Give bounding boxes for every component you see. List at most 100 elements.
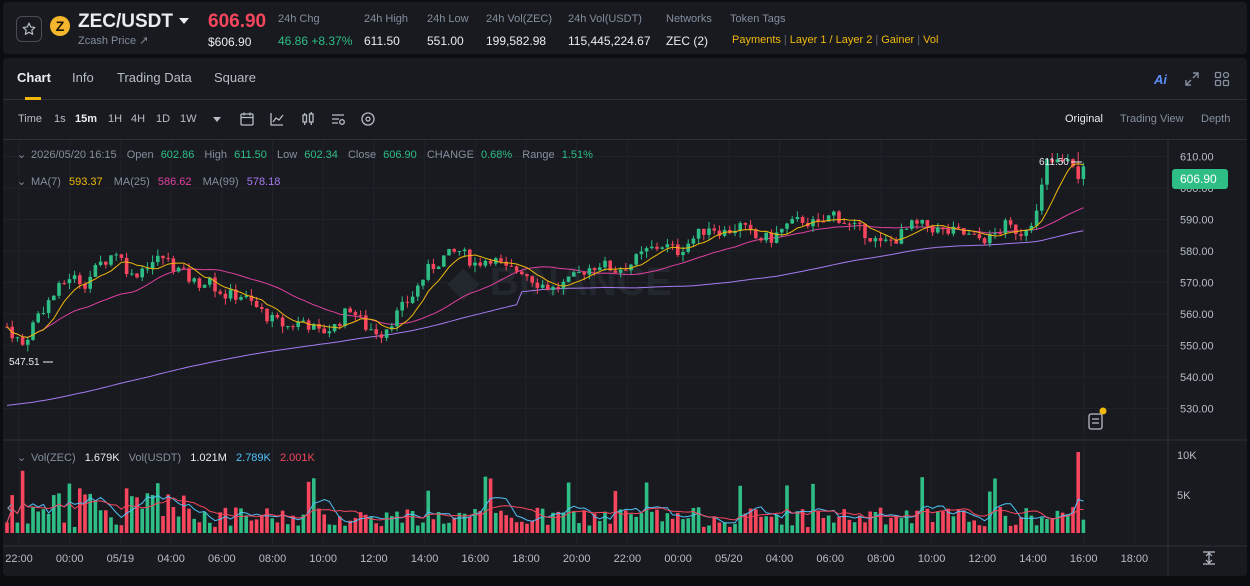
candle-body	[218, 291, 222, 294]
token-tag[interactable]: Vol	[923, 34, 939, 46]
time-axis-tick: 05/19	[107, 553, 135, 565]
candle-body	[140, 268, 144, 278]
volume-bar	[166, 494, 170, 533]
volume-bar	[982, 526, 987, 533]
volume-bar	[1040, 517, 1044, 533]
scroll-left-icon[interactable]	[7, 503, 13, 513]
candle-body	[306, 320, 311, 330]
token-tags-label: Token Tags	[730, 13, 786, 25]
more-timeframes-caret-icon[interactable]	[209, 111, 225, 127]
view-depth[interactable]: Depth	[1201, 113, 1231, 125]
volume-bar	[582, 510, 586, 533]
ai-button[interactable]: Ai	[1154, 72, 1167, 87]
volume-bar	[624, 510, 628, 533]
tab-square[interactable]: Square	[214, 70, 256, 85]
candle-body	[280, 317, 285, 327]
timeframe-15m[interactable]: 15m	[75, 113, 98, 125]
reset-scale-icon[interactable]	[1203, 551, 1215, 565]
volume-bar	[473, 508, 477, 533]
target-icon[interactable]	[360, 111, 376, 127]
volume-bar	[20, 470, 25, 533]
caret-down-icon[interactable]	[177, 14, 191, 28]
price-chart[interactable]: ◆ BINANCE 610.00600.00590.00580.00570.00…	[3, 140, 1247, 576]
ohlc-legend: ⌄ 2026/05/20 16:15 Open 602.86 High 611.…	[17, 149, 593, 161]
candle-type-icon[interactable]	[300, 111, 316, 127]
candle-body	[15, 337, 20, 339]
high-marker: 611.50	[1039, 157, 1082, 168]
coin-price-link[interactable]: Zcash Price ↗	[78, 35, 149, 47]
volume-bar	[925, 508, 930, 533]
volume-bar	[618, 509, 623, 533]
candle-body	[93, 264, 98, 277]
candle-body	[270, 314, 274, 322]
candle-body	[712, 228, 716, 231]
stat-24h-vol-usdt: 24h Vol(USDT) 115,445,224.67	[568, 13, 651, 48]
stat-24h-vol-zec: 24h Vol(ZEC) 199,582.98	[486, 13, 552, 48]
settings-sliders-icon[interactable]	[330, 111, 346, 127]
volume-bar	[525, 523, 529, 533]
candle-body	[769, 232, 774, 243]
volume-bar	[83, 494, 87, 533]
tab-chart[interactable]: Chart	[17, 70, 51, 85]
candle-body	[759, 238, 763, 241]
token-tag[interactable]: Layer 1 / Layer 2	[789, 34, 873, 46]
timeframe-time[interactable]: Time	[18, 113, 43, 125]
volume-bar	[941, 511, 945, 533]
volume-bar	[442, 523, 446, 533]
volume-bar	[327, 524, 332, 533]
view-original[interactable]: Original	[1065, 113, 1103, 125]
layout-grid-icon[interactable]	[1214, 71, 1230, 87]
volume-bar	[634, 516, 638, 533]
candle-body	[400, 301, 404, 311]
volume-bar	[161, 515, 165, 533]
candle-body	[556, 286, 560, 289]
expand-icon[interactable]	[1184, 71, 1200, 87]
timeframe-1h[interactable]: 1H	[108, 113, 123, 125]
token-tag[interactable]: Gainer	[881, 34, 915, 46]
timeframe-1d[interactable]: 1D	[156, 113, 171, 125]
stat-networks[interactable]: Networks ZEC (2)	[666, 13, 712, 48]
time-axis-tick: 14:00	[1019, 553, 1047, 565]
volume-bar	[676, 512, 680, 533]
candle-body	[442, 255, 446, 267]
candle-body	[790, 219, 794, 224]
candle-body	[738, 223, 742, 231]
timeframe-1s[interactable]: 1s	[54, 113, 66, 125]
candle-body	[171, 258, 176, 272]
time-axis-tick: 22:00	[614, 553, 642, 565]
tab-info[interactable]: Info	[72, 70, 94, 85]
candle-body	[499, 258, 503, 262]
candle-body	[546, 284, 550, 290]
candle-body	[613, 270, 618, 273]
candle-body	[109, 255, 113, 265]
candle-body	[478, 262, 482, 266]
time-axis-tick: 10:00	[918, 553, 946, 565]
volume-bar	[572, 511, 576, 533]
timeframe-1w[interactable]: 1W	[180, 113, 197, 125]
notes-icon[interactable]	[1088, 407, 1107, 430]
volume-bar	[561, 512, 566, 533]
tab-trading-data[interactable]: Trading Data	[117, 70, 192, 85]
volume-bar	[213, 526, 217, 533]
pair-title[interactable]: ZEC/USDT	[78, 11, 173, 32]
volume-bar	[421, 522, 425, 533]
candle-body	[135, 273, 139, 278]
candle-body	[26, 339, 30, 345]
timeframe-4h[interactable]: 4H	[131, 113, 146, 125]
candle-body	[1034, 210, 1039, 226]
candle-body	[405, 301, 410, 303]
volume-bar	[660, 521, 664, 533]
volume-bar	[78, 488, 82, 533]
indicator-icon[interactable]	[269, 111, 285, 127]
favorite-button[interactable]	[16, 16, 42, 42]
volume-bar	[816, 511, 820, 533]
candle-body	[286, 326, 290, 328]
calendar-icon[interactable]	[239, 111, 255, 127]
volume-bar	[130, 496, 134, 533]
volume-bar	[405, 509, 410, 533]
price-axis-tick: 550.00	[1180, 341, 1214, 353]
stat-24h-low: 24h Low 551.00	[427, 13, 469, 48]
view-trading-view[interactable]: Trading View	[1120, 113, 1184, 125]
candle-body	[743, 223, 748, 225]
token-tag[interactable]: Payments	[732, 34, 781, 46]
